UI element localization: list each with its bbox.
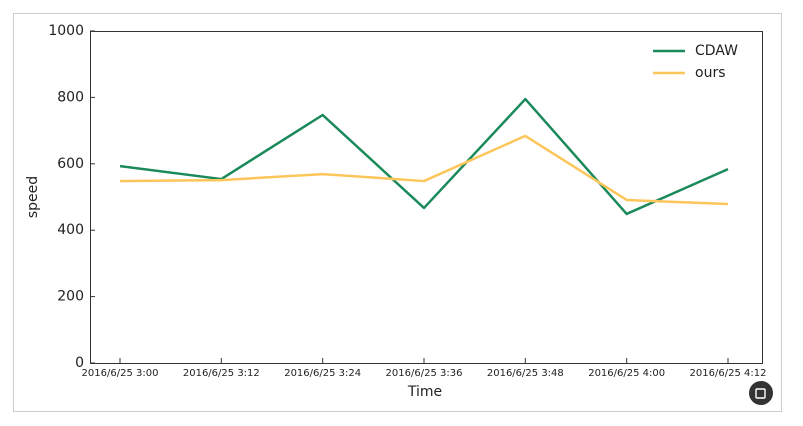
plot-area: [90, 31, 763, 364]
y-tick-label: 800: [57, 89, 84, 105]
y-tick-label: 600: [57, 156, 84, 172]
y-tick-label: 200: [57, 289, 84, 305]
x-tick-label: 2016/6/25 3:00: [82, 368, 159, 379]
y-tick-label: 1000: [48, 23, 84, 39]
frame: [13, 13, 782, 412]
y-tick-label: 400: [57, 222, 84, 238]
x-axis-label: Time: [407, 384, 442, 400]
x-tick-label: 2016/6/25 3:36: [386, 368, 463, 379]
legend-label: CDAW: [695, 43, 738, 59]
legend-label: ours: [695, 65, 726, 81]
x-tick-label: 2016/6/25 3:48: [487, 368, 564, 379]
x-tick-label: 2016/6/25 3:12: [183, 368, 260, 379]
action-button[interactable]: [749, 381, 773, 405]
line-series: [119, 134, 729, 206]
button-icon[interactable]: [755, 388, 766, 399]
button-bg[interactable]: [749, 381, 773, 405]
x-tick-label: 2016/6/25 3:24: [284, 368, 361, 379]
x-tick-label: 2016/6/25 4:12: [690, 368, 767, 379]
y-tick-label: 0: [75, 355, 84, 371]
x-tick-label: 2016/6/25 4:00: [588, 368, 665, 379]
y-axis-label: speed: [25, 176, 41, 218]
